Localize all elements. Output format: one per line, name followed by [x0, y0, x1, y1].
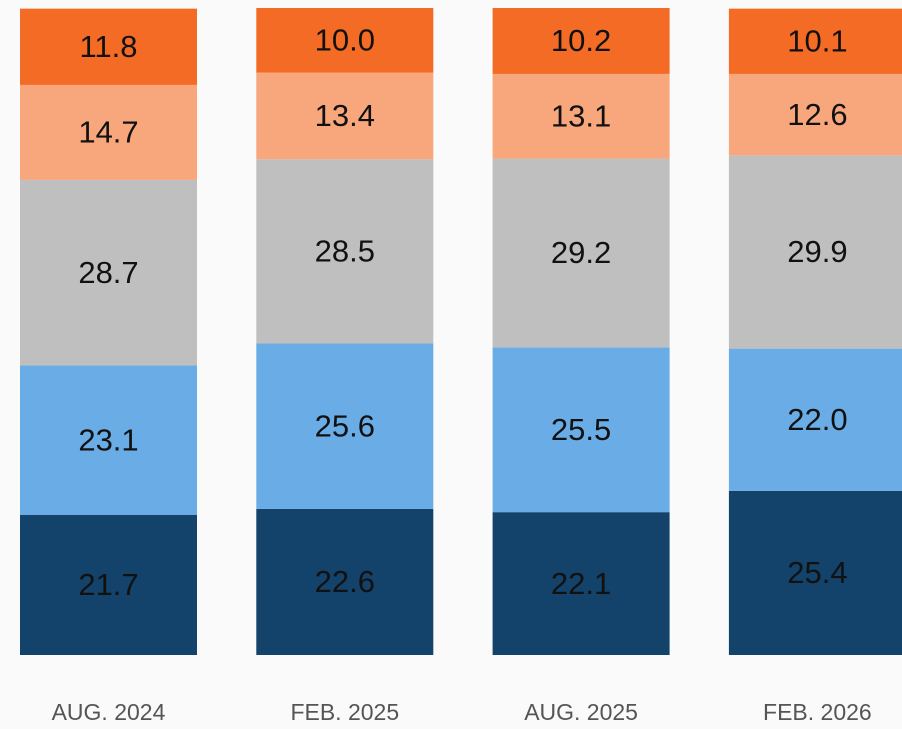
bar-segment: [20, 84, 197, 180]
bar-segment: [728, 73, 902, 156]
bar-segment: [256, 8, 434, 73]
bar-segment: [728, 155, 902, 349]
bar-segment: [728, 348, 902, 491]
value-label: 12.6: [787, 97, 847, 132]
value-label: 23.1: [78, 422, 138, 457]
bar-segment: [20, 365, 197, 515]
value-label: 25.5: [551, 412, 611, 447]
bar-segment: [728, 490, 902, 655]
bar-segment: [256, 508, 434, 655]
x-tick-label: AUG. 2024: [52, 699, 166, 725]
value-label: 10.1: [787, 23, 847, 58]
value-label: 22.1: [551, 566, 611, 601]
value-label: 14.7: [78, 115, 138, 150]
x-tick-label: FEB. 2026: [763, 699, 872, 725]
bar-segment: [492, 512, 670, 655]
bar-segment: [20, 179, 197, 366]
value-label: 13.4: [315, 98, 375, 133]
value-label: 22.6: [315, 564, 375, 599]
value-label: 22.0: [787, 402, 847, 437]
value-label: 25.4: [787, 555, 847, 590]
value-label: 10.2: [551, 23, 611, 58]
value-label: 11.8: [79, 29, 137, 64]
bar-segment: [20, 8, 197, 85]
value-label: 28.5: [315, 234, 375, 269]
bar-segment: [256, 343, 434, 509]
value-label: 25.6: [315, 408, 375, 443]
bar-segment: [492, 347, 670, 513]
bar-segment: [256, 159, 434, 344]
bar-segment: [492, 73, 670, 159]
value-label: 29.2: [551, 235, 611, 270]
bar-segment: [256, 72, 434, 160]
bar-segment: [492, 158, 670, 348]
value-label: 29.9: [787, 234, 847, 269]
value-label: 10.0: [315, 23, 375, 58]
bar-segment: [728, 8, 902, 74]
value-label: 28.7: [78, 255, 138, 290]
bar-segment: [492, 8, 670, 74]
bar-segment: [20, 514, 197, 655]
value-label: 13.1: [551, 98, 611, 133]
x-tick-label: AUG. 2025: [524, 699, 638, 725]
value-label: 21.7: [78, 567, 138, 602]
x-tick-label: FEB. 2025: [290, 699, 399, 725]
